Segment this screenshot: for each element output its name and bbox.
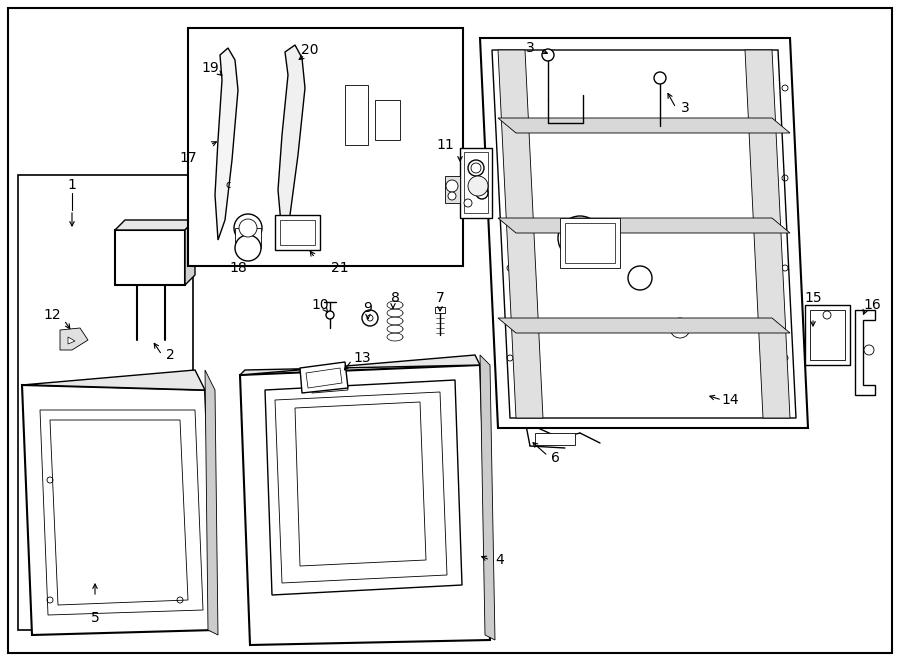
Polygon shape (445, 176, 460, 203)
Polygon shape (22, 370, 205, 390)
Polygon shape (300, 362, 348, 393)
Polygon shape (205, 370, 218, 635)
Polygon shape (855, 310, 875, 395)
Circle shape (177, 597, 183, 603)
Circle shape (326, 311, 334, 319)
Polygon shape (22, 385, 215, 635)
Text: 9: 9 (364, 301, 373, 315)
Circle shape (566, 224, 594, 252)
Text: 2: 2 (166, 348, 175, 362)
Polygon shape (185, 220, 195, 285)
Text: 13: 13 (353, 351, 371, 365)
Text: 18: 18 (230, 261, 247, 275)
Text: 12: 12 (43, 308, 61, 322)
Circle shape (507, 175, 513, 181)
Polygon shape (235, 228, 261, 248)
Text: 16: 16 (863, 298, 881, 312)
Text: 7: 7 (436, 291, 445, 305)
Text: 15: 15 (805, 291, 822, 305)
Circle shape (448, 192, 456, 200)
Polygon shape (745, 50, 790, 418)
Circle shape (782, 85, 788, 91)
Polygon shape (115, 230, 185, 285)
Polygon shape (805, 305, 850, 365)
Circle shape (468, 160, 484, 176)
Text: 3: 3 (680, 101, 689, 115)
Circle shape (628, 266, 652, 290)
Text: 10: 10 (311, 298, 328, 312)
Polygon shape (480, 38, 808, 428)
Circle shape (446, 180, 458, 192)
Circle shape (507, 355, 513, 361)
Text: 3: 3 (526, 41, 535, 55)
Text: 21: 21 (331, 261, 349, 275)
Circle shape (507, 85, 513, 91)
Polygon shape (345, 85, 368, 145)
Circle shape (782, 175, 788, 181)
Polygon shape (498, 218, 790, 233)
Polygon shape (480, 355, 495, 640)
Text: 20: 20 (302, 43, 319, 57)
Bar (18, 175, 193, 630)
Text: c: c (225, 180, 230, 190)
Polygon shape (60, 328, 88, 350)
Polygon shape (278, 45, 305, 235)
Polygon shape (498, 50, 543, 418)
Circle shape (239, 219, 257, 237)
Circle shape (362, 310, 378, 326)
Circle shape (782, 355, 788, 361)
Polygon shape (498, 118, 790, 133)
Bar (188, 28, 463, 266)
Polygon shape (115, 220, 195, 230)
Polygon shape (375, 100, 400, 140)
Text: 5: 5 (91, 611, 99, 625)
Text: 4: 4 (496, 553, 504, 567)
Circle shape (235, 235, 261, 261)
Circle shape (542, 49, 554, 61)
Circle shape (367, 315, 373, 321)
Polygon shape (68, 337, 75, 344)
Text: 6: 6 (551, 451, 560, 465)
Polygon shape (240, 365, 490, 645)
Circle shape (468, 176, 488, 196)
Polygon shape (275, 215, 320, 250)
Polygon shape (460, 148, 492, 218)
Circle shape (558, 216, 602, 260)
Bar (535, 433, 575, 445)
Polygon shape (435, 307, 445, 313)
Circle shape (864, 345, 874, 355)
Text: 8: 8 (391, 291, 400, 305)
Circle shape (47, 597, 53, 603)
Circle shape (782, 265, 788, 271)
Polygon shape (215, 48, 238, 240)
Bar (560, 218, 620, 268)
Text: 11: 11 (436, 138, 454, 152)
Polygon shape (310, 366, 348, 393)
Circle shape (464, 199, 472, 207)
Circle shape (670, 318, 690, 338)
Circle shape (47, 477, 53, 483)
Circle shape (823, 311, 831, 319)
Circle shape (234, 214, 262, 242)
Text: 1: 1 (68, 178, 76, 192)
Text: 17: 17 (179, 151, 197, 165)
Text: 14: 14 (721, 393, 739, 407)
Circle shape (476, 187, 488, 199)
Circle shape (471, 163, 481, 173)
Bar (565, 223, 615, 263)
Polygon shape (498, 318, 790, 333)
Text: 19: 19 (201, 61, 219, 75)
Circle shape (654, 72, 666, 84)
Circle shape (507, 265, 513, 271)
Polygon shape (240, 355, 480, 375)
